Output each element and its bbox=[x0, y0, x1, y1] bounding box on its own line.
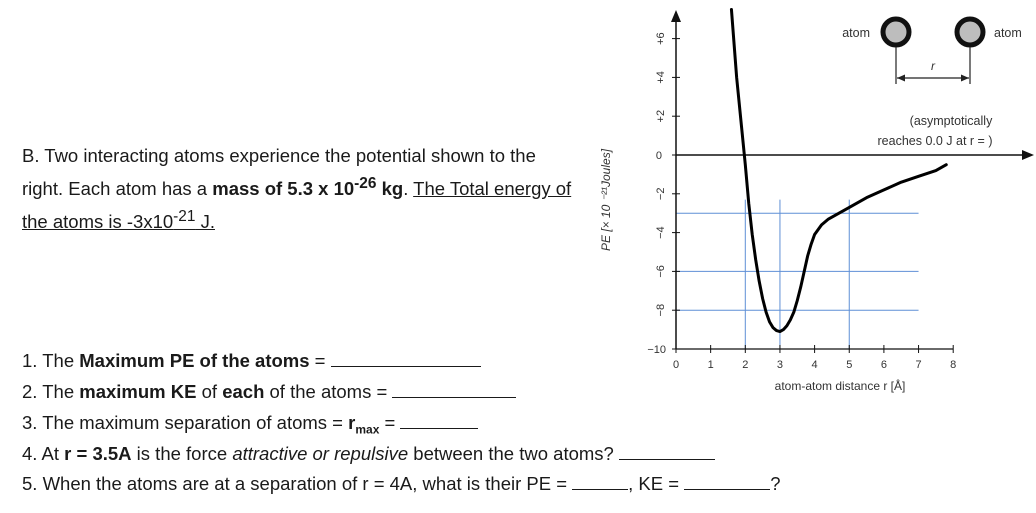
y-tick-label: +4 bbox=[655, 71, 667, 84]
y-tick-label: 0 bbox=[656, 150, 662, 162]
problem-intro: B. Two interacting atoms experience the … bbox=[22, 145, 536, 200]
y-axis-label: PE [× 10 ⁻²¹Joules] bbox=[600, 148, 613, 251]
mass-label: mass of 5.3 x 10-26 kg bbox=[212, 175, 404, 200]
potential-energy-chart: +6 +4 +2 0 −2 −4 −6 −8 −10 0 1 2 3 4 5 6 7 8 PE [× 10 ⁻²¹… bbox=[600, 8, 1034, 393]
y-tick-label: +2 bbox=[655, 110, 667, 123]
x-tick-label: 8 bbox=[950, 359, 956, 371]
y-tick-label: −8 bbox=[655, 304, 667, 317]
y-tick-label: −2 bbox=[655, 188, 667, 201]
asymptote-note-line-1: (asymptotically bbox=[910, 114, 993, 128]
answer-blank-5-pe[interactable] bbox=[572, 473, 629, 490]
atom-right-label: atom bbox=[994, 26, 1022, 40]
question-1: 1. The Maximum PE of the atoms = bbox=[22, 350, 481, 372]
x-tick-label: 5 bbox=[846, 359, 852, 371]
y-tick-label: −6 bbox=[655, 265, 667, 278]
question-5: 5. When the atoms are at a separation of… bbox=[22, 473, 781, 494]
answer-blank-1[interactable] bbox=[330, 350, 481, 367]
x-tick-label: 0 bbox=[673, 359, 679, 371]
x-tick-label: 3 bbox=[777, 359, 783, 371]
total-energy-statement: The Total energy of the atoms is -3x10-2… bbox=[22, 178, 572, 233]
answer-blank-2[interactable] bbox=[392, 381, 517, 398]
x-axis-label: atom-atom distance r [Å] bbox=[775, 378, 906, 393]
asymptote-note-line-2: reaches 0.0 J at r = ) bbox=[878, 134, 993, 148]
x-tick-label: 1 bbox=[708, 359, 714, 371]
separation-label: r bbox=[931, 59, 936, 73]
y-tick-label: −4 bbox=[655, 226, 667, 239]
y-tick-label: −10 bbox=[647, 344, 666, 356]
answer-blank-5-ke[interactable] bbox=[684, 473, 771, 490]
atom-right-icon bbox=[954, 16, 986, 48]
question-3: 3. The maximum separation of atoms = rma… bbox=[22, 412, 479, 441]
x-tick-label: 7 bbox=[915, 359, 921, 371]
x-tick-label: 6 bbox=[881, 359, 887, 371]
atoms-diagram: atom atom r (asymptotically reaches 0.0 … bbox=[842, 16, 1022, 148]
answer-blank-4[interactable] bbox=[618, 443, 715, 460]
atom-left-icon bbox=[880, 16, 912, 48]
chart-axes bbox=[671, 10, 1034, 350]
question-2: 2. The maximum KE of each of the atoms = bbox=[22, 381, 517, 403]
potential-curve-line bbox=[729, 8, 948, 334]
zero-line-arrow bbox=[1022, 150, 1034, 160]
x-tick-label: 4 bbox=[812, 359, 818, 371]
answer-blank-3[interactable] bbox=[400, 412, 479, 429]
question-4: 4. At r = 3.5A is the force attractive o… bbox=[22, 443, 715, 465]
mass-exponent: -26 bbox=[354, 175, 377, 192]
y-axis-arrow bbox=[671, 10, 681, 22]
problem-statement: B. Two interacting atoms experience the … bbox=[22, 145, 572, 233]
gridlines bbox=[676, 199, 919, 349]
x-tick-label: 2 bbox=[742, 359, 748, 371]
potential-curve bbox=[729, 8, 948, 334]
axis-ticks: +6 +4 +2 0 −2 −4 −6 −8 −10 0 1 2 3 4 5 6 7 8 bbox=[647, 32, 956, 371]
energy-exponent: -21 bbox=[173, 208, 196, 226]
y-tick-label: +6 bbox=[655, 32, 667, 45]
atom-left-label: atom bbox=[842, 26, 870, 40]
